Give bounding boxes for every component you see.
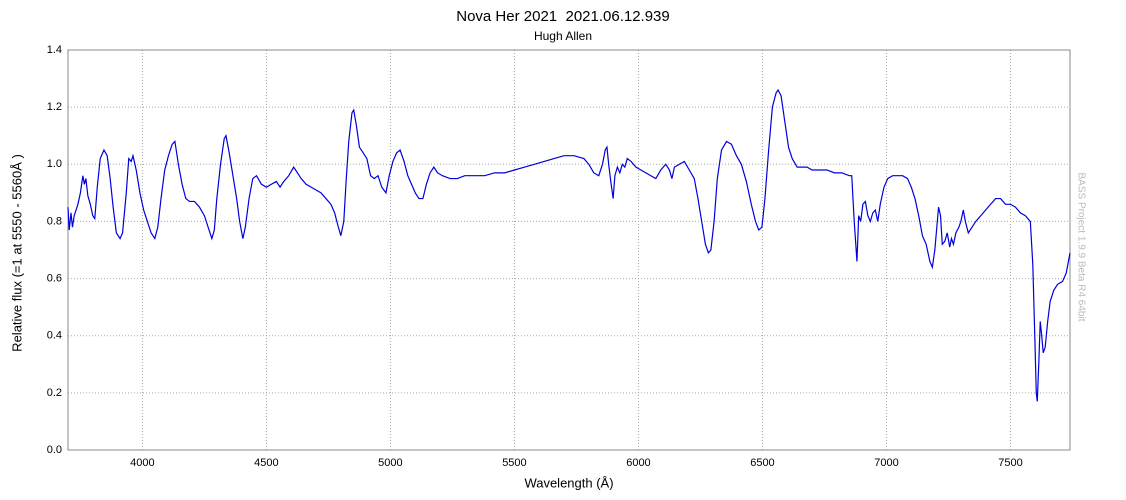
y-tick-label: 0.6 [47, 272, 62, 284]
x-tick-label: 5000 [378, 457, 402, 469]
y-axis-label: Relative flux (=1 at 5550 - 5560Å ) [9, 154, 24, 352]
x-tick-label: 7500 [998, 457, 1022, 469]
y-tick-label: 1.0 [47, 158, 62, 170]
y-tick-label: 0.8 [47, 215, 62, 227]
x-tick-label: 6500 [750, 457, 774, 469]
x-tick-label: 4000 [130, 457, 154, 469]
y-tick-label: 0.4 [47, 330, 62, 342]
chart-title: Nova Her 2021 2021.06.12.939 [456, 8, 670, 25]
spectrum-line [67, 88, 1071, 402]
x-tick-label: 4500 [254, 457, 278, 469]
x-tick-label: 6000 [626, 457, 650, 469]
y-tick-label: 1.4 [47, 44, 62, 56]
watermark: BASS Project 1.9.9 Beta R4 64bit [1075, 173, 1086, 322]
y-tick-label: 0.0 [47, 444, 62, 456]
y-tick-label: 1.2 [47, 101, 62, 113]
x-axis-label: Wavelength (Å) [524, 475, 613, 490]
x-tick-label: 5500 [502, 457, 526, 469]
y-tick-label: 0.2 [47, 387, 62, 399]
x-tick-label: 7000 [874, 457, 898, 469]
plot-frame [67, 49, 1071, 451]
chart-subtitle: Hugh Allen [534, 29, 592, 43]
